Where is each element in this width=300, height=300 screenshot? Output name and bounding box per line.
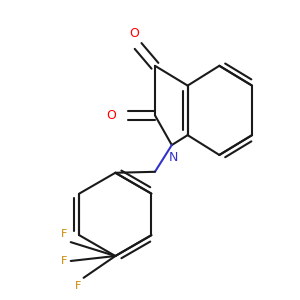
Text: O: O — [129, 27, 139, 40]
Text: F: F — [75, 281, 82, 291]
Text: F: F — [60, 256, 67, 266]
Text: N: N — [169, 151, 178, 164]
Text: F: F — [60, 229, 67, 239]
Text: O: O — [106, 109, 116, 122]
